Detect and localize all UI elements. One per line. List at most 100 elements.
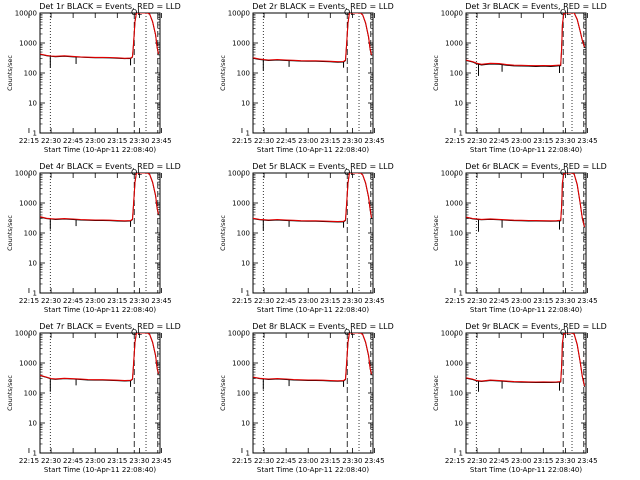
plot-title: Det 2r BLACK = Events, RED = LLD	[252, 2, 394, 11]
y-tick-label: 10	[454, 100, 463, 108]
det-panel-8: Det 8r BLACK = Events, RED = LLD 1 10 100 10…	[219, 322, 394, 474]
events-series-line	[40, 333, 159, 382]
plot-frame	[252, 332, 374, 454]
x-axis-label: Start Time (10-Apr-11 22:08:40)	[257, 146, 369, 154]
det-panel-1: Det 1r BLACK = Events, RED = LLD 1 10 100 10…	[6, 2, 181, 154]
x-tick-label: 23:45	[151, 297, 171, 305]
y-axis-label: Counts/sec	[432, 55, 440, 91]
y-axis-label: Counts/sec	[432, 215, 440, 251]
y-tick-label: 100	[237, 390, 250, 398]
x-tick-label: 23:15	[533, 297, 553, 305]
y-tick-label: 1	[246, 290, 250, 298]
y-tick-label: 100	[237, 70, 250, 78]
y-tick-label: 10000	[15, 330, 37, 338]
y-axis-label: Counts/sec	[219, 215, 227, 251]
plot-frame	[39, 12, 161, 134]
x-tick-label: 23:45	[151, 137, 171, 145]
x-tick-label: 23:15	[107, 137, 127, 145]
y-tick-label: 1000	[445, 200, 463, 208]
x-tick-label: 23:00	[511, 297, 531, 305]
ol-marker: OL	[560, 328, 571, 337]
plot-title: Det 9r BLACK = Events, RED = LLD	[465, 322, 607, 331]
x-tick-label: 23:15	[533, 457, 553, 465]
y-tick-label: 10	[28, 260, 37, 268]
x-tick-label: 22:45	[63, 137, 83, 145]
x-tick-label: 23:45	[364, 137, 384, 145]
x-tick-label: 22:45	[276, 297, 296, 305]
x-tick-label: 22:45	[276, 457, 296, 465]
det-panel-4: Det 4r BLACK = Events, RED = LLD 1 10 100 10…	[6, 162, 181, 314]
lld-series-line	[253, 333, 373, 382]
y-tick-label: 1000	[19, 360, 37, 368]
plot-title: Det 5r BLACK = Events, RED = LLD	[252, 162, 394, 171]
x-tick-label: 23:45	[577, 457, 597, 465]
ol-marker: OL	[560, 168, 571, 177]
x-axis-label: Start Time (10-Apr-11 22:08:40)	[44, 146, 156, 154]
x-tick-label: 23:15	[107, 297, 127, 305]
x-axis-label: Start Time (10-Apr-11 22:08:40)	[470, 146, 582, 154]
ol-marker: OL	[344, 168, 355, 177]
det-panel-6: Det 6r BLACK = Events, RED = LLD 1 10 100 10…	[432, 162, 607, 314]
y-tick-label: 10	[454, 420, 463, 428]
x-tick-label: 23:45	[151, 457, 171, 465]
y-tick-label: 1000	[19, 200, 37, 208]
ol-marker: OL	[131, 328, 142, 337]
x-axis-label: Start Time (10-Apr-11 22:08:40)	[44, 466, 156, 474]
x-tick-label: 22:45	[489, 137, 509, 145]
y-tick-label: 1	[459, 450, 463, 458]
x-tick-label: 23:30	[342, 137, 362, 145]
y-tick-label: 10000	[228, 10, 250, 18]
x-tick-label: 22:15	[19, 457, 39, 465]
y-tick-label: 10	[241, 260, 250, 268]
plot-frame	[39, 332, 161, 454]
plot-frame	[252, 172, 374, 294]
events-series-line	[40, 13, 159, 60]
x-tick-label: 22:45	[489, 297, 509, 305]
y-tick-label: 10	[28, 100, 37, 108]
x-tick-label: 23:15	[533, 137, 553, 145]
x-tick-label: 23:00	[298, 457, 318, 465]
x-tick-label: 23:30	[342, 297, 362, 305]
y-tick-label: 10	[241, 100, 250, 108]
x-axis-label: Start Time (10-Apr-11 22:08:40)	[44, 306, 156, 314]
y-tick-label: 10000	[228, 330, 250, 338]
x-tick-label: 23:00	[85, 457, 105, 465]
y-tick-label: 1	[246, 130, 250, 138]
events-series-line	[40, 173, 159, 222]
lld-series-line	[253, 13, 373, 63]
y-tick-label: 1000	[445, 40, 463, 48]
x-tick-label: 22:15	[445, 297, 465, 305]
x-tick-label: 22:15	[232, 457, 252, 465]
x-tick-label: 23:30	[129, 137, 149, 145]
ol-marker: OL	[344, 328, 355, 337]
y-tick-label: 10	[454, 260, 463, 268]
y-tick-label: 10000	[15, 10, 37, 18]
y-tick-label: 10000	[441, 170, 463, 178]
lld-series-line	[40, 173, 160, 222]
y-tick-label: 100	[237, 230, 250, 238]
x-tick-label: 23:45	[577, 297, 597, 305]
x-tick-label: 23:00	[511, 457, 531, 465]
x-tick-label: 22:15	[445, 457, 465, 465]
x-tick-label: 23:30	[555, 457, 575, 465]
y-tick-label: 10	[241, 420, 250, 428]
plot-frame	[465, 12, 587, 134]
plot-frame	[39, 172, 161, 294]
y-tick-label: 1	[33, 290, 37, 298]
x-tick-label: 22:15	[232, 297, 252, 305]
x-tick-label: 23:45	[577, 137, 597, 145]
ol-marker: OL	[131, 8, 142, 17]
y-tick-label: 1	[33, 450, 37, 458]
y-tick-label: 1	[33, 130, 37, 138]
x-tick-label: 23:00	[298, 137, 318, 145]
x-tick-label: 22:30	[41, 137, 61, 145]
plot-title: Det 8r BLACK = Events, RED = LLD	[252, 322, 394, 331]
events-series-line	[253, 173, 372, 223]
x-tick-label: 23:15	[320, 297, 340, 305]
plot-title: Det 7r BLACK = Events, RED = LLD	[39, 322, 181, 331]
y-tick-label: 100	[24, 230, 37, 238]
x-axis-label: Start Time (10-Apr-11 22:08:40)	[257, 466, 369, 474]
plot-title: Det 1r BLACK = Events, RED = LLD	[39, 2, 181, 11]
x-tick-label: 22:45	[63, 297, 83, 305]
y-tick-label: 1	[459, 290, 463, 298]
